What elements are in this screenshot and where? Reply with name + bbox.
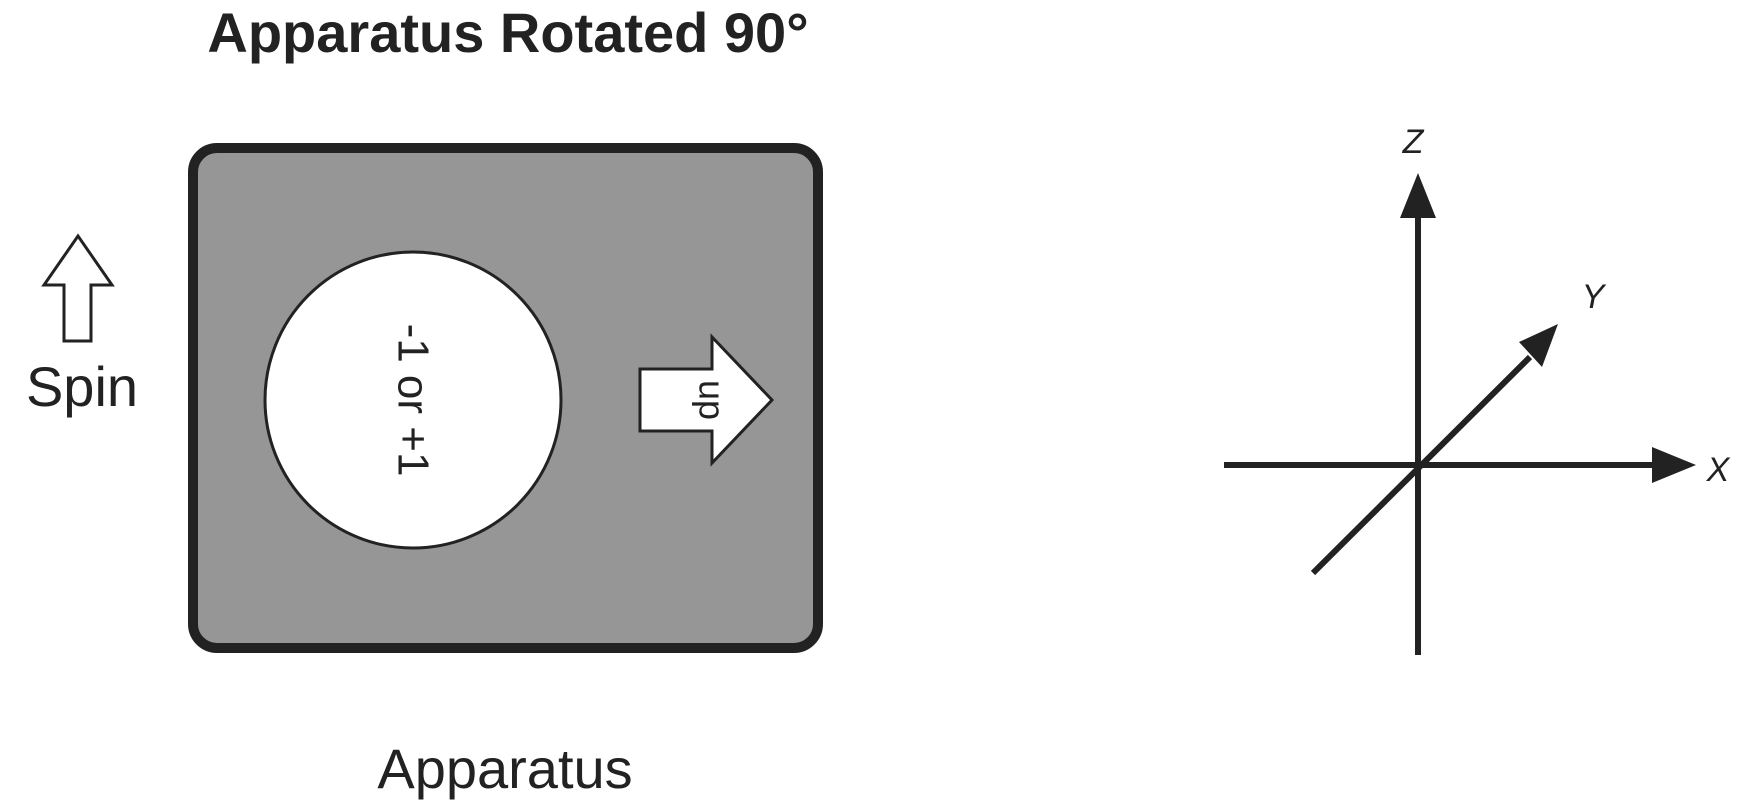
readout-circle xyxy=(263,250,563,550)
direction-arrow-label: up xyxy=(692,380,733,420)
diagram-title: Apparatus Rotated 90° xyxy=(207,1,808,64)
x-axis-label: X xyxy=(1706,451,1731,489)
spin-arrow-icon xyxy=(41,233,115,343)
y-axis-arrowhead-icon xyxy=(1519,324,1558,367)
readout-value: -1 or +1 xyxy=(389,324,438,477)
z-axis-label: Z xyxy=(1402,123,1425,161)
apparatus-label: Apparatus xyxy=(377,737,632,800)
z-axis-arrowhead-icon xyxy=(1400,173,1436,218)
y-axis xyxy=(1310,354,1533,576)
x-axis-arrowhead-icon xyxy=(1652,447,1696,483)
direction-arrow-icon xyxy=(638,333,775,467)
coordinate-axes xyxy=(1224,173,1696,655)
y-axis-label: Y xyxy=(1582,278,1607,316)
spin-label: Spin xyxy=(26,355,138,418)
